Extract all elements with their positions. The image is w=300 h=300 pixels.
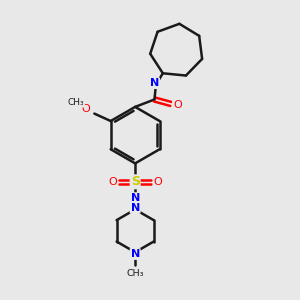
- Text: S: S: [130, 175, 140, 188]
- Text: O: O: [154, 177, 162, 187]
- Text: N: N: [130, 203, 140, 213]
- Text: CH₃: CH₃: [68, 98, 84, 107]
- Text: N: N: [150, 78, 159, 88]
- Text: O: O: [108, 177, 117, 187]
- Text: O: O: [173, 100, 182, 110]
- Text: O: O: [82, 104, 90, 114]
- Text: CH₃: CH₃: [126, 268, 144, 278]
- Text: N: N: [130, 193, 140, 203]
- Text: N: N: [130, 249, 140, 259]
